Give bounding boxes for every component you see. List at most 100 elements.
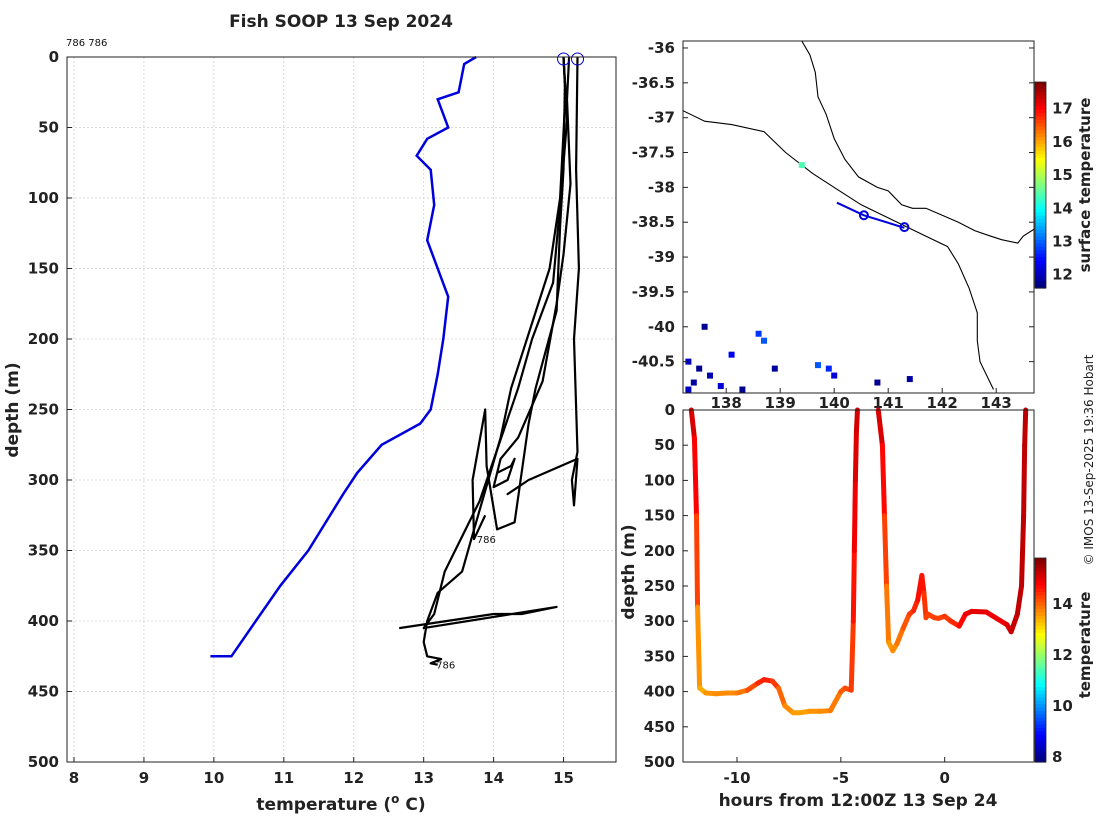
colorbar-step	[1035, 561, 1046, 566]
depth-time-segment	[848, 618, 856, 693]
station-marker	[858, 210, 869, 221]
colorbar-step	[1035, 643, 1046, 647]
sst-cell	[696, 365, 703, 372]
depth-time-ytick-label: 250	[644, 577, 675, 595]
colorbar-step	[1035, 666, 1046, 671]
colorbar-step	[1035, 755, 1046, 760]
depth-time-segment	[776, 685, 788, 709]
colorbar-step	[1035, 150, 1046, 155]
depth-time-ytick-label: 0	[665, 401, 675, 419]
profile-xtick-label: 10	[203, 769, 224, 787]
colorbar-step	[1035, 629, 1046, 634]
depth-time-segment	[900, 611, 912, 631]
profile-ytick-label: 300	[28, 471, 59, 489]
depth-time-ytick-label: 300	[644, 612, 675, 630]
profile-xtick-label: 8	[69, 769, 79, 787]
map-ytick-label: -40.5	[632, 353, 675, 371]
cast-start-marker	[557, 52, 571, 66]
colorbar-step	[1035, 670, 1046, 675]
colorbar-step	[1035, 140, 1046, 145]
profile-ytick-label: 250	[28, 401, 59, 419]
map-axes-box	[682, 40, 1035, 394]
colorbar-step	[1035, 751, 1046, 756]
depth-time-ytick-label: 50	[654, 436, 675, 454]
colorbar-step	[1035, 680, 1046, 685]
profile-xtick-label: 12	[343, 769, 364, 787]
map-xtick-label: 141	[873, 394, 904, 412]
colorbar-step	[1035, 116, 1046, 121]
colorbar-step	[1035, 677, 1046, 681]
colorbar-step	[1035, 215, 1046, 220]
map-ytick-label: -36.5	[632, 74, 675, 92]
depth-time-ytick-label: 100	[644, 471, 675, 489]
depth-time-segment	[875, 407, 885, 448]
colorbar-step	[1035, 202, 1046, 207]
temperature-colorbar: 8 10 12 14	[1034, 557, 1073, 766]
map-xtick-label: 143	[981, 394, 1012, 412]
colorbar-step	[1035, 639, 1046, 644]
colorbar-tick-label: 12	[1052, 646, 1073, 664]
colorbar-step	[1035, 222, 1046, 227]
cast-label: 786	[477, 535, 496, 546]
colorbar-tick-label: 17	[1052, 100, 1073, 118]
colorbar-step	[1035, 229, 1046, 234]
sst-cell	[685, 358, 692, 365]
sst-cell	[831, 372, 838, 379]
depth-time-ylabel: depth (m)	[619, 524, 639, 619]
colorbar-step	[1035, 558, 1046, 562]
colorbar-step	[1035, 82, 1046, 87]
colorbar-step	[1035, 257, 1046, 262]
cast-start-marker	[571, 52, 585, 66]
map-content	[683, 41, 1034, 393]
sst-cell	[707, 372, 713, 379]
depth-time-ytick-label: 450	[644, 718, 675, 736]
colorbar-step	[1035, 147, 1046, 152]
colorbar-tick-label: 8	[1052, 748, 1062, 766]
colorbar-step	[1035, 649, 1046, 654]
cast-line	[399, 56, 569, 630]
colorbar-step	[1035, 167, 1046, 172]
depth-time-ytick-label: 200	[644, 542, 675, 560]
profile-ylabel: depth (m)	[3, 362, 23, 457]
depth-time-segment	[852, 428, 859, 483]
colorbar-tick-label: 16	[1052, 133, 1073, 151]
colorbar-step	[1035, 622, 1046, 627]
colorbar-step	[1035, 585, 1046, 590]
colorbar-step	[1035, 236, 1046, 241]
profile-ytick-label: 350	[28, 542, 59, 560]
colorbar-step	[1035, 112, 1046, 117]
depth-time-segment	[850, 548, 857, 624]
map-xtick-label: 142	[927, 394, 958, 412]
colorbar-step	[1035, 731, 1046, 736]
colorbar-step	[1035, 181, 1046, 186]
sst-cell	[755, 330, 762, 337]
sst-cell	[906, 376, 913, 383]
depth-time-segment	[827, 689, 844, 714]
profile-xtick-label: 15	[553, 769, 574, 787]
colorbar-step	[1035, 212, 1046, 217]
sst-cell	[717, 383, 724, 390]
colorbar-step	[1035, 605, 1046, 610]
colorbar-step	[1035, 157, 1046, 162]
depth-time-segment	[894, 625, 906, 647]
colorbar-step	[1035, 612, 1046, 617]
profile-xlabel: temperature (o C)	[256, 792, 425, 815]
colorbar-step	[1035, 263, 1046, 268]
map-xtick-label: 139	[765, 394, 796, 412]
colorbar-step	[1035, 160, 1046, 165]
colorbar-step	[1035, 683, 1046, 688]
cast-line	[492, 56, 572, 489]
depth-time-segment	[884, 583, 892, 645]
colorbar-step	[1035, 578, 1046, 583]
colorbar-step	[1035, 704, 1046, 709]
colorbar-step	[1035, 233, 1046, 238]
colorbar-step	[1035, 174, 1046, 179]
colorbar-step	[1035, 102, 1046, 107]
colorbar-step	[1035, 694, 1046, 698]
sst-cell	[685, 386, 692, 393]
colorbar-step	[1035, 188, 1046, 193]
colorbar-step	[1035, 136, 1046, 141]
depth-time-ytick-label: 150	[644, 507, 675, 525]
colorbar-step	[1035, 721, 1046, 726]
